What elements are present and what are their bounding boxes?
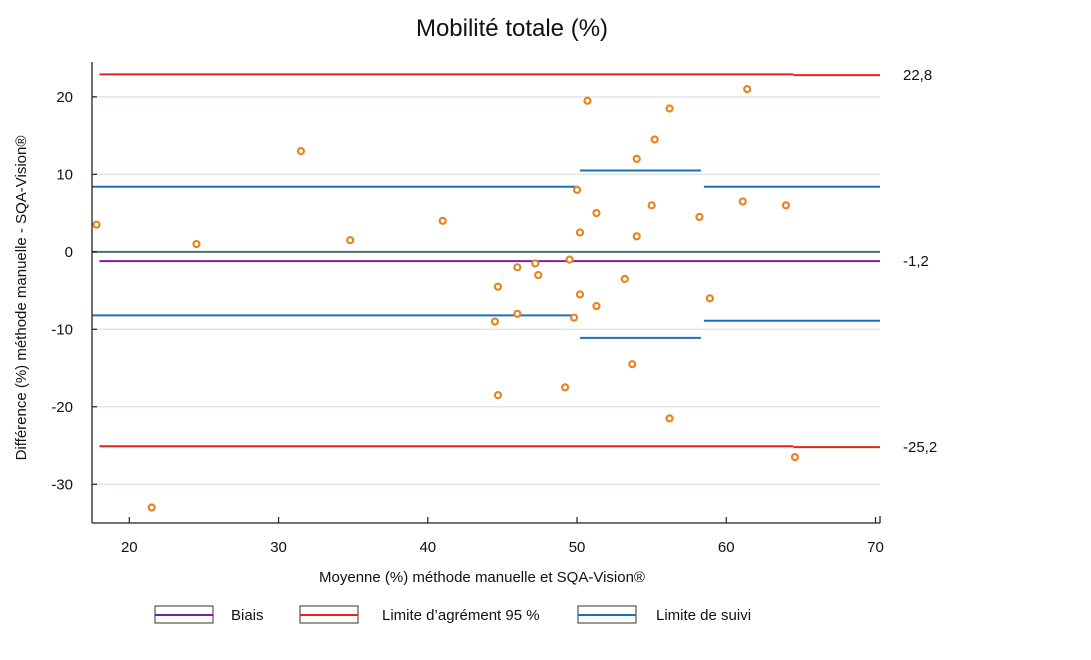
data-point [650, 135, 659, 144]
gridlines [92, 96, 880, 486]
data-point [665, 104, 674, 113]
data-point [647, 201, 656, 210]
data-point [534, 270, 543, 280]
x-tick-label: 60 [718, 539, 735, 556]
data-point [92, 220, 101, 229]
data-point [665, 414, 674, 423]
data-point [493, 391, 503, 400]
data-point [738, 197, 747, 206]
x-tick-label: 30 [270, 539, 287, 556]
y-axis-label: Différence (%) méthode manuelle - SQA-Vi… [13, 136, 30, 461]
data-point [628, 360, 637, 369]
data-point [490, 317, 500, 326]
right-value-labels: 22,8 -1,2 -25,2 [903, 67, 937, 456]
y-tick-label: -20 [51, 399, 73, 416]
x-axis-label: Moyenne (%) méthode manuelle et SQA-Visi… [319, 569, 645, 586]
y-tick-label: -10 [51, 321, 73, 338]
data-point [575, 228, 585, 237]
data-point [592, 208, 601, 218]
data-point [560, 383, 570, 392]
data-point [620, 274, 629, 284]
data-point [705, 294, 714, 303]
data-point [192, 239, 201, 249]
value-label: 22,8 [903, 67, 932, 84]
legend: Biais Limite d’agrément 95 % Limite de sui… [154, 605, 751, 624]
data-point [575, 290, 585, 299]
data-point [781, 201, 791, 210]
data-point [438, 216, 447, 225]
data-point [296, 147, 306, 156]
data-point [147, 503, 156, 512]
value-label: -25,2 [903, 439, 937, 456]
y-tick-label: 20 [56, 89, 73, 106]
data-points [92, 85, 800, 512]
y-tick-label: -30 [51, 476, 73, 493]
legend-label: Limite d’agrément 95 % [382, 607, 540, 624]
y-tick-label: 10 [56, 166, 73, 183]
data-point [592, 301, 601, 311]
data-point [632, 154, 641, 163]
legend-label: Biais [231, 607, 264, 624]
axes [91, 62, 881, 524]
data-point [743, 85, 752, 94]
value-label: -1,2 [903, 253, 929, 270]
data-point [695, 212, 704, 222]
data-point [531, 259, 540, 268]
data-point [513, 263, 522, 272]
x-tick-labels: 20 30 40 50 60 70 [121, 539, 884, 556]
data-point [493, 282, 503, 291]
data-point [583, 96, 592, 105]
data-point [790, 453, 800, 462]
data-point [572, 185, 582, 194]
data-point [569, 313, 579, 322]
y-tick-labels: 20 10 0 -10 -20 -30 [51, 89, 73, 493]
data-point [346, 236, 355, 245]
data-point [632, 232, 641, 241]
data-point [513, 309, 522, 318]
reference-lines [92, 73, 880, 449]
data-point [565, 255, 574, 264]
x-tick-label: 50 [569, 539, 586, 556]
x-tick-label: 70 [867, 539, 884, 556]
x-tick-label: 20 [121, 539, 138, 556]
chart-title: Mobilité totale (%) [416, 15, 608, 42]
legend-label: Limite de suivi [656, 607, 751, 624]
y-tick-label: 0 [65, 244, 73, 261]
x-tick-label: 40 [419, 539, 436, 556]
